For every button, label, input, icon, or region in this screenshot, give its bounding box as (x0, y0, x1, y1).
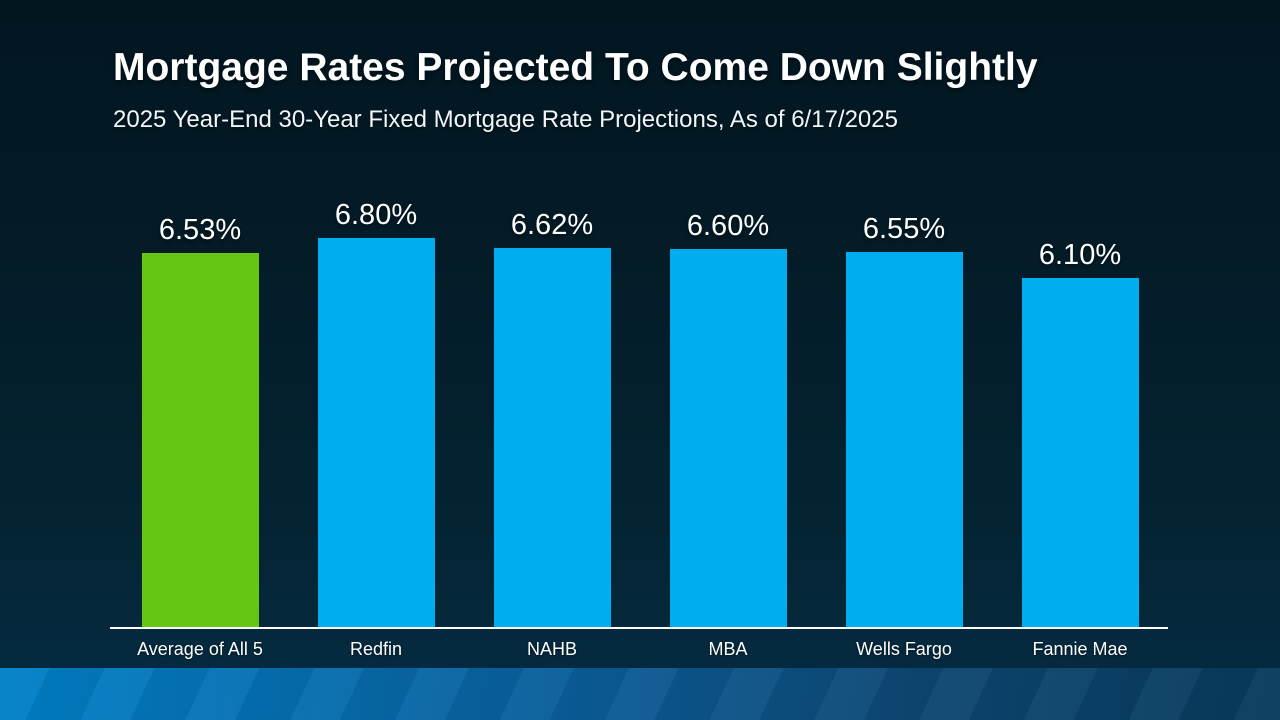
bar (1021, 278, 1139, 627)
bar (669, 249, 787, 627)
bar-group: 6.62% (464, 209, 640, 627)
footer-accent-strip (0, 668, 1280, 720)
bar-group: 6.80% (288, 199, 464, 627)
category-label: Wells Fargo (856, 639, 952, 659)
bar (493, 248, 611, 627)
category-label: MBA (708, 639, 748, 659)
bar-chart: 6.53% 6.80% 6.62% 6.60% 6.55% 6.10% Average o… (110, 187, 1168, 659)
bar-value-label: 6.80% (334, 199, 418, 231)
category-label: NAHB (526, 639, 577, 659)
category-label: Redfin (349, 639, 403, 659)
bar-value-label: 6.55% (862, 213, 946, 245)
bar-group: 6.60% (640, 210, 816, 627)
bar (317, 238, 435, 627)
bar-value-label: 6.10% (1038, 239, 1122, 271)
slide-title: Mortgage Rates Projected To Come Down Sl… (113, 46, 1038, 89)
category-label: Fannie Mae (1032, 639, 1128, 659)
bar-group: 6.10% (992, 239, 1168, 627)
bar-group: 6.53% (112, 214, 288, 627)
categories-row: Average of All 5 Redfin NAHB MBA Wells Fargo… (112, 639, 1168, 660)
bar (141, 253, 259, 627)
bar-value-label: 6.62% (510, 209, 594, 241)
category-label: Average of All 5 (137, 639, 263, 659)
bar-value-label: 6.60% (686, 210, 770, 242)
bar (845, 252, 963, 627)
bars-row: 6.53% 6.80% 6.62% 6.60% 6.55% 6.10% (112, 187, 1168, 627)
bar-group: 6.55% (816, 213, 992, 627)
bar-value-label: 6.53% (158, 214, 242, 246)
slide-subtitle: 2025 Year-End 30-Year Fixed Mortgage Rat… (113, 106, 898, 133)
x-axis-line (110, 627, 1168, 629)
